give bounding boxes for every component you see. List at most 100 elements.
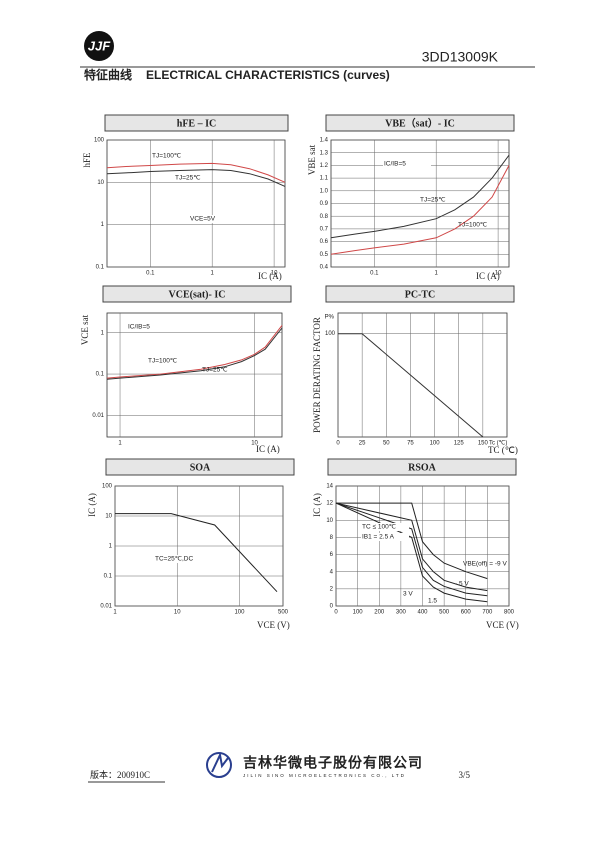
x-tick-label: 10	[251, 441, 258, 447]
x-tick-label: 300	[396, 610, 407, 616]
x-tick-label: 800	[504, 610, 515, 616]
x-axis-label: IC (A)	[476, 271, 500, 281]
annotation-bg	[361, 523, 409, 531]
y-tick-label: 8	[330, 535, 334, 541]
y-tick-label: 1	[101, 222, 105, 228]
series-line	[338, 333, 484, 438]
x-tick-label: 10	[495, 271, 502, 277]
y-axis-label: VBE sat	[307, 144, 317, 175]
chart: RSOA 0 100 200 300 400 500 600 700 800 0 2 4 6 8 10 12 14…	[312, 458, 519, 630]
y-tick-label: 1	[109, 544, 113, 550]
chart: VBE（sat）- IC 0.1 1 10 0.4 0.5 0.6 0.7 0.8 0.9 1.0 1…	[307, 114, 515, 281]
chart-title: PC-TC	[405, 289, 436, 300]
x-axis-label: TC (℃)	[488, 445, 518, 455]
plot-area	[106, 312, 283, 438]
annotation-bg	[189, 215, 237, 223]
annotation: IC/IB=5	[384, 161, 406, 168]
series-line	[106, 162, 286, 183]
y-tick-label: 6	[330, 552, 334, 558]
part-number: 3DD13009K	[422, 49, 499, 65]
annotation-bg	[127, 323, 175, 331]
y-tick-label: 10	[105, 514, 112, 520]
x-axis-label: VCE (V)	[257, 620, 290, 630]
x-tick-label: 0	[334, 610, 338, 616]
series-line	[115, 513, 278, 593]
chart: VCE(sat)- IC 1 10 0.01 0.1 1 TJ=100℃ TJ=25℃ IC/I…	[80, 285, 292, 454]
x-tick-label: 75	[407, 441, 414, 447]
y-tick-label: 4	[330, 569, 334, 575]
y-tick-label: 0.1	[104, 574, 113, 580]
x-axis-label: VCE (V)	[486, 620, 519, 630]
series-label: TJ=100℃	[458, 222, 488, 229]
svg-text:JJF: JJF	[88, 38, 111, 53]
series-line	[336, 502, 488, 580]
x-tick-label: 1	[118, 441, 122, 447]
y-tick-label: 0.6	[320, 239, 329, 245]
series-line	[335, 502, 488, 603]
chart-title: SOA	[190, 462, 211, 473]
footer-logo	[206, 751, 232, 778]
annotation: VCE=5V	[190, 216, 216, 223]
series-label: TJ=25℃	[420, 197, 446, 204]
chart: hFE – IC 0.1 1 10 0.1 1 10 100 TJ=100℃ TJ=25℃ VCE=…	[82, 114, 289, 281]
title-box	[327, 458, 517, 476]
y-tick-label: 1.4	[320, 138, 329, 144]
y-unit: P%	[325, 315, 335, 321]
x-tick-label: 50	[383, 441, 390, 447]
company-cn: 吉林华微电子股份有限公司	[243, 755, 423, 771]
series-label: TJ=100℃	[148, 358, 178, 365]
series-line	[330, 165, 510, 255]
y-tick-label: 14	[326, 484, 333, 490]
plot-area	[337, 312, 508, 438]
series-label: 1.5	[428, 598, 437, 605]
chart-title: VBE（sat）- IC	[385, 116, 455, 129]
y-tick-label: 0.9	[320, 201, 329, 207]
series-label: VBE(off) = -9 V	[463, 561, 507, 568]
x-tick-label: 0.1	[370, 271, 379, 277]
y-tick-label: 2	[330, 586, 334, 592]
x-tick-label: 10	[174, 610, 181, 616]
series-line	[106, 327, 283, 380]
annotation: IB1 = 2.5 A	[362, 534, 395, 541]
x-tick-label: 700	[482, 610, 493, 616]
title-box	[105, 458, 295, 476]
title-box	[104, 114, 289, 132]
series-line	[106, 169, 286, 187]
x-tick-label: 200	[374, 610, 385, 616]
page-number: 3/5	[458, 770, 470, 780]
x-tick-label: 1	[113, 610, 117, 616]
x-tick-label: 125	[454, 441, 465, 447]
y-tick-label: 0	[330, 604, 334, 610]
annotation-bg	[154, 555, 202, 563]
y-tick-label: 12	[326, 501, 333, 507]
y-tick-label: 0.4	[320, 265, 329, 271]
series-label: - 5 V	[455, 581, 469, 588]
series-label: 3 V	[403, 591, 413, 598]
x-tick-label: 100	[234, 610, 245, 616]
y-tick-label: 1.3	[320, 150, 329, 156]
y-tick-label: 0.5	[320, 252, 329, 258]
y-tick-label: 100	[94, 138, 105, 144]
chart: PC-TC 0 25 50 75 100 125 150 100 TC (℃) POWER DERA…	[312, 285, 518, 455]
x-tick-label: 100	[430, 441, 441, 447]
annotation-bg	[383, 160, 431, 168]
company-en: JILIN SINO MICROELECTRONICS CO., LTD	[243, 773, 406, 778]
y-tick-label: 100	[102, 484, 113, 490]
x-axis-label: IC (A)	[258, 271, 282, 281]
x-tick-label: 100	[353, 610, 364, 616]
y-axis-label: IC (A)	[312, 493, 322, 517]
version: 版本：200910C	[90, 769, 150, 780]
annotation: IC/IB=5	[128, 324, 150, 331]
series-line	[106, 325, 283, 379]
series-line	[335, 502, 488, 592]
title-box	[325, 285, 515, 303]
y-tick-label: 0.8	[320, 214, 329, 220]
series-label: TJ=25℃	[202, 367, 228, 374]
y-axis-label: POWER DERATING FACTOR	[312, 317, 322, 433]
y-tick-label: 0.1	[96, 372, 105, 378]
y-tick-label: 0.1	[96, 265, 105, 271]
y-tick-label: 0.01	[92, 413, 104, 419]
chart-title: hFE – IC	[177, 118, 216, 129]
x-tick-label: 0.1	[146, 271, 155, 277]
